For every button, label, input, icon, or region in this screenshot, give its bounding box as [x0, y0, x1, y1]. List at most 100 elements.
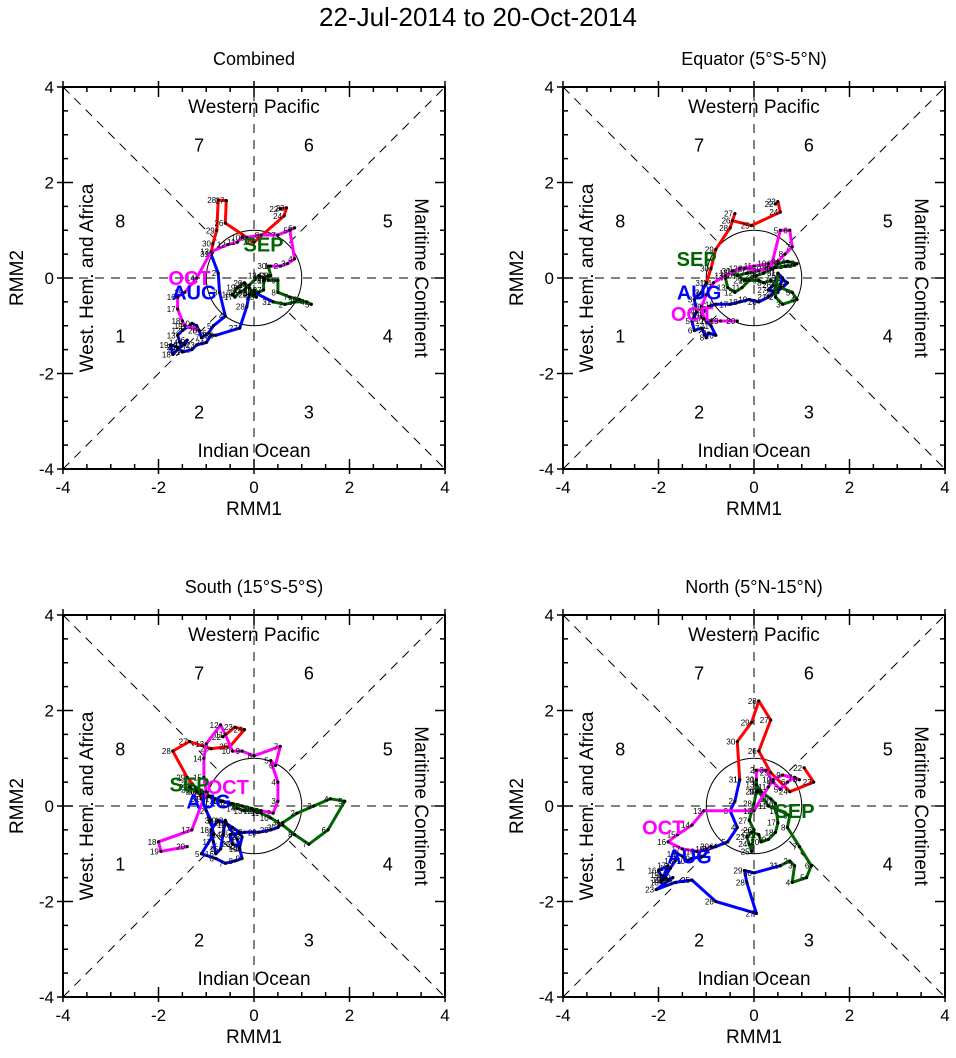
- day-label: 1: [750, 776, 755, 785]
- x-tick-label: 4: [440, 1006, 449, 1025]
- day-point: [230, 293, 235, 297]
- panel-title: North (5°N-15°N): [685, 577, 822, 597]
- day-point: [180, 350, 184, 354]
- day-label: 13: [195, 740, 204, 749]
- day-label: 11: [701, 322, 710, 331]
- day-label: 8: [228, 857, 233, 866]
- x-tick-label: 4: [940, 1006, 949, 1025]
- day-label: 10: [757, 260, 766, 269]
- day-point: [178, 340, 182, 345]
- day-point: [180, 328, 184, 333]
- day-label: 18: [148, 838, 157, 847]
- day-label: 13: [234, 807, 243, 816]
- figure-title: 22-Jul-2014 to 20-Oct-2014: [319, 2, 637, 32]
- day-point: [209, 747, 213, 751]
- day-point: [764, 768, 768, 772]
- day-label: 26: [248, 288, 257, 297]
- y-tick-label: 0: [45, 797, 54, 816]
- day-point: [714, 844, 718, 849]
- day-point: [742, 278, 747, 282]
- trajectory-line-oct: [157, 723, 282, 853]
- day-label: 8: [248, 752, 253, 761]
- day-point: [778, 864, 782, 868]
- day-point: [668, 866, 673, 870]
- day-label: 30: [243, 288, 252, 297]
- day-point: [204, 809, 208, 813]
- day-label: 11: [215, 730, 224, 739]
- day-label: 22: [765, 200, 774, 209]
- day-label: 20: [167, 343, 176, 352]
- day-label: 9: [685, 855, 690, 864]
- day-point: [659, 873, 663, 877]
- day-label: 14: [193, 754, 202, 763]
- day-point: [795, 297, 799, 302]
- day-point: [766, 262, 770, 266]
- day-label: 17: [167, 305, 176, 314]
- phase-label-3: 3: [304, 403, 314, 423]
- day-label: 13: [167, 331, 176, 340]
- month-label-sep: SEP: [170, 775, 210, 797]
- day-label: 11: [227, 238, 236, 247]
- day-label: 20: [188, 327, 197, 336]
- day-label: 15: [652, 876, 661, 885]
- day-point: [273, 763, 278, 768]
- day-label: 24: [195, 338, 204, 347]
- x-tick-label: -2: [651, 1006, 666, 1025]
- day-point: [278, 207, 282, 211]
- day-label: 7: [764, 276, 769, 285]
- day-point: [742, 266, 747, 271]
- region-label-right: Maritime Continent: [910, 198, 931, 358]
- day-label: 13: [664, 857, 673, 866]
- day-label: 26: [205, 331, 214, 340]
- day-point: [781, 276, 785, 280]
- day-point: [754, 768, 758, 772]
- day-label: 3: [752, 267, 757, 276]
- day-point: [747, 278, 751, 282]
- day-label: 1: [264, 262, 269, 271]
- day-label: 9: [271, 276, 276, 285]
- day-point: [709, 324, 713, 328]
- day-point: [766, 785, 770, 789]
- day-label: 31: [200, 250, 209, 259]
- day-point: [312, 804, 316, 808]
- day-point: [288, 228, 292, 232]
- day-point: [680, 847, 684, 851]
- day-point: [723, 274, 727, 278]
- day-label: 13: [714, 272, 723, 281]
- day-label: 20: [750, 838, 759, 847]
- day-label: 24: [188, 785, 197, 794]
- day-label: 26: [210, 797, 219, 806]
- phase-label-8: 8: [115, 740, 125, 760]
- panel-1: Equator (5°S-5°N)-4 -2 0 2 4-4-2024RMM1RMM2W…: [507, 49, 950, 520]
- day-point: [288, 295, 292, 299]
- day-point: [790, 290, 794, 294]
- day-label: 29: [734, 866, 743, 875]
- day-label: 4: [786, 878, 791, 887]
- day-label: 31: [695, 279, 704, 288]
- day-label: 8: [757, 279, 762, 288]
- day-label: 22: [765, 288, 774, 297]
- day-label: 17: [657, 862, 666, 871]
- day-label: 29: [260, 826, 269, 835]
- day-label: 11: [732, 284, 741, 293]
- day-label: 8: [193, 327, 198, 336]
- day-label: 31: [262, 298, 271, 307]
- day-label: 26: [762, 281, 771, 290]
- day-label: 13: [248, 272, 257, 281]
- day-label: 2: [695, 288, 700, 297]
- day-label: 25: [222, 840, 231, 849]
- day-point: [797, 778, 801, 782]
- day-label: 11: [227, 835, 236, 844]
- day-point: [238, 844, 242, 849]
- day-point: [745, 271, 749, 275]
- day-point: [747, 297, 751, 302]
- day-point: [730, 269, 735, 273]
- y-tick-label: 2: [45, 702, 54, 721]
- day-point: [785, 281, 790, 285]
- day-point: [759, 790, 763, 794]
- panel-3: North (5°N-15°N)-4 -2 0 2 4-4-2024RMM1RMM2We…: [507, 577, 950, 1048]
- day-point: [223, 732, 227, 736]
- day-label: 7: [793, 843, 798, 852]
- day-point: [226, 242, 230, 247]
- day-point: [159, 849, 163, 853]
